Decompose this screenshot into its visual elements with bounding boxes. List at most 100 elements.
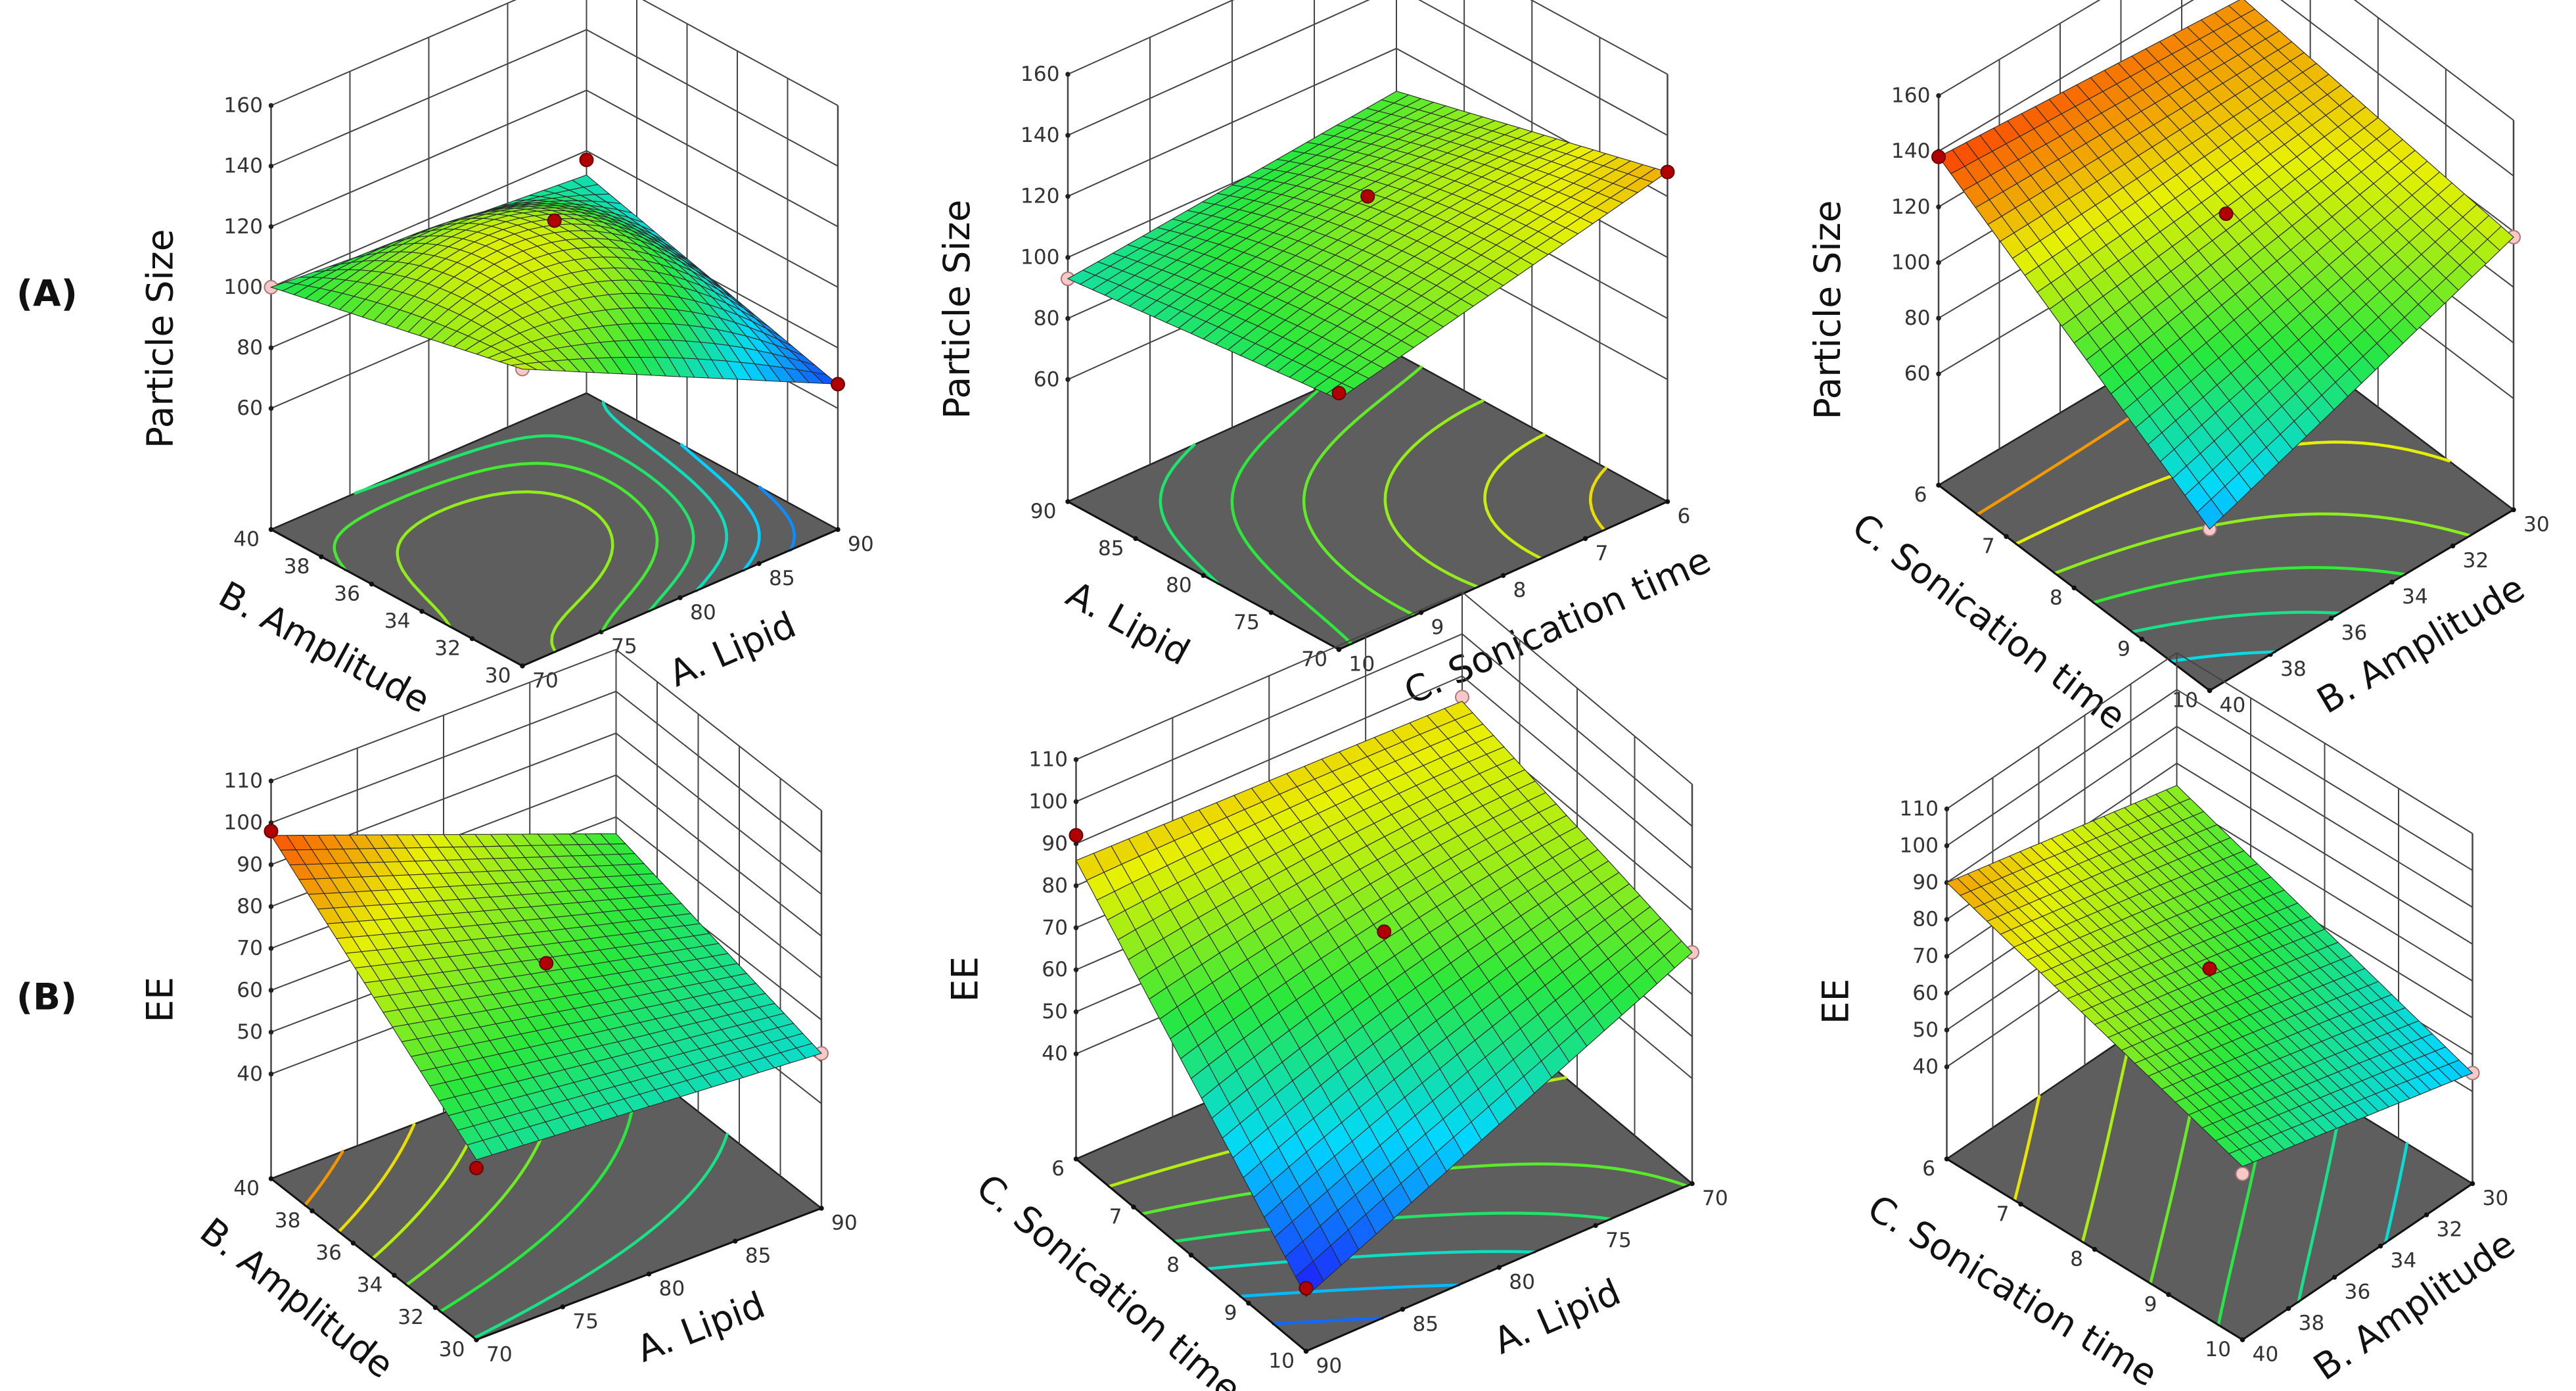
contour-segment [2219, 521, 2232, 526]
z-tick-mark [268, 945, 274, 951]
contour-segment [2160, 476, 2169, 481]
contour-segment [1185, 1237, 1198, 1241]
contour-segment [1219, 1265, 1234, 1269]
z-tick-label: 80 [237, 895, 263, 918]
contour-segment [2252, 515, 2268, 521]
contour-segment [1535, 433, 1546, 440]
contour-segment [1581, 1164, 1599, 1168]
z-tick-label: 100 [1028, 790, 1068, 813]
contour-segment [2204, 653, 2219, 659]
right-axis-tick-label: 70 [1702, 1187, 1728, 1210]
z-tick-mark [1073, 1051, 1079, 1056]
right-axis-tick-label: 36 [2341, 621, 2368, 645]
contour-segment [2163, 622, 2177, 627]
z-tick-label: 90 [237, 853, 263, 876]
right-axis-line [522, 529, 839, 667]
z-tick-mark [268, 987, 274, 993]
contour-segment [2064, 514, 2077, 522]
contour-segment [448, 475, 460, 482]
contour-segment [2316, 440, 2331, 444]
contour-segment [1235, 1192, 1250, 1197]
left-axis-tick-label: 36 [315, 1241, 342, 1265]
left-axis-tick-label: 7 [1109, 1205, 1122, 1229]
contour-segment [2152, 582, 2167, 588]
contour-segment [504, 438, 518, 443]
contour-segment [520, 461, 534, 465]
surface-plot-4: 4050607080901001103032343638407075808590… [139, 649, 858, 1386]
z-tick-label: 50 [1042, 1000, 1068, 1024]
contour-segment [441, 458, 449, 463]
right-axis-tick-label: 40 [2253, 1343, 2279, 1367]
contour-segment [340, 1150, 344, 1155]
contour-segment [458, 450, 471, 457]
contour-segment [2208, 615, 2223, 621]
contour-segment [2142, 585, 2154, 591]
contour-segment [2133, 484, 2146, 492]
z-tick-label: 50 [1912, 1018, 1939, 1042]
z-tick-mark [1065, 133, 1070, 138]
contour-segment [382, 478, 394, 484]
right-axis-tick-label: 30 [2483, 1187, 2509, 1210]
contour-segment [1451, 1212, 1466, 1216]
left-axis-tick-label: 70 [1301, 648, 1327, 671]
contour-segment [2197, 575, 2210, 580]
contour-segment [1603, 466, 1607, 471]
contour-segment [2425, 452, 2436, 458]
contour-segment [430, 481, 442, 488]
contour-segment [2276, 513, 2291, 518]
contour-segment [1209, 1265, 1222, 1270]
gridline-back-left-wall [1938, 0, 2101, 97]
z-tick-label: 80 [1904, 306, 1931, 330]
right-axis-tick-label: 34 [2391, 1249, 2417, 1273]
design-point-above [1069, 828, 1084, 843]
left-axis-tick-label: 10 [2205, 1338, 2231, 1361]
contour-segment [2023, 534, 2035, 542]
contour-segment [2376, 515, 2391, 520]
z-tick-label: 100 [223, 811, 263, 835]
design-point-above [1331, 386, 1346, 400]
surface-cell [511, 363, 538, 371]
design-point-above [1299, 1281, 1314, 1296]
right-axis-tick-label: 32 [2463, 549, 2489, 573]
contour-segment [2142, 481, 2155, 488]
contour-segment [1674, 1181, 1679, 1185]
z-tick-mark [1073, 925, 1079, 931]
z-tick-mark [1944, 1064, 1950, 1070]
right-axis-tick-label: 70 [486, 1343, 513, 1367]
left-axis-tick-label: 40 [233, 1177, 260, 1200]
left-axis-tick-label: 36 [334, 582, 360, 606]
contour-segment [2130, 628, 2144, 634]
z-tick-mark [1936, 316, 1941, 321]
contour-segment [1421, 1214, 1436, 1218]
contour-segment [2115, 494, 2123, 499]
z-tick-mark [268, 224, 274, 229]
design-point-below [2235, 1166, 2250, 1181]
contour-segment [2229, 570, 2242, 575]
design-point-above [547, 213, 562, 228]
right-axis-tick-label: 7 [1596, 542, 1609, 565]
contour-segment [1224, 1231, 1239, 1237]
contour-segment [479, 494, 493, 499]
design-point-above [1660, 164, 1675, 179]
contour-segment [1550, 1162, 1569, 1166]
z-tick-mark [268, 904, 274, 909]
contour-segment [2031, 530, 2042, 538]
z-tick-mark [1073, 757, 1079, 763]
contour-segment [1223, 1194, 1239, 1200]
contour-segment [373, 481, 385, 488]
right-axis-tick-label: 34 [2402, 585, 2428, 609]
contour-segment [485, 465, 499, 471]
contour-segment [2278, 566, 2294, 571]
contour-segment [2167, 532, 2180, 538]
contour-segment [1211, 1196, 1222, 1202]
z-tick-label: 90 [1912, 871, 1939, 895]
z-axis-title: Particle Size [1806, 200, 1849, 420]
contour-segment [1473, 399, 1484, 406]
left-axis-tick-label: 32 [434, 637, 461, 661]
z-tick-label: 100 [1891, 250, 1931, 274]
right-axis-tick-label: 90 [1316, 1354, 1343, 1378]
contour-segment [1566, 1163, 1584, 1167]
contour-segment [415, 465, 427, 472]
contour-segment [1272, 1260, 1289, 1265]
